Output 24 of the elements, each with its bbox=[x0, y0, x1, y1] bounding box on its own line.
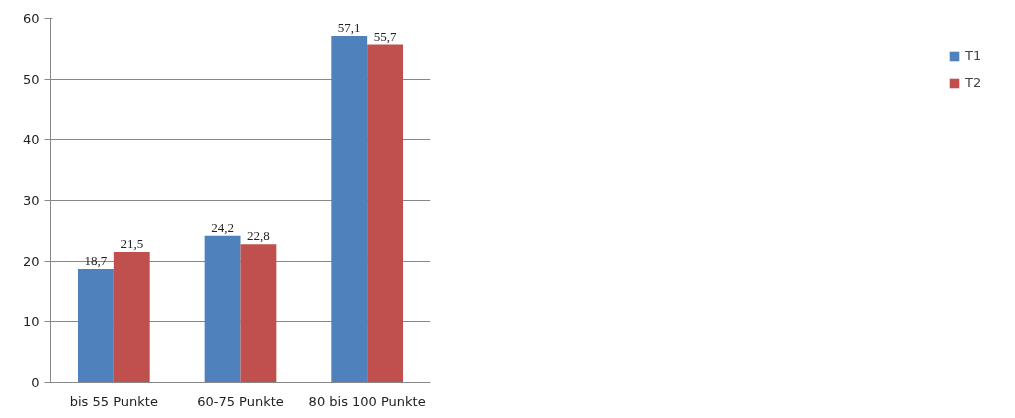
y-tick-label: 30 bbox=[22, 193, 40, 208]
bar bbox=[367, 44, 404, 383]
y-tick-label: 10 bbox=[22, 314, 40, 330]
y-tick-label: 0 bbox=[31, 375, 40, 390]
legend-label: T1 bbox=[965, 48, 983, 63]
bar bbox=[77, 269, 114, 383]
y-tick-label: 20 bbox=[22, 253, 40, 269]
x-tick-label: bis 55 Punkte bbox=[69, 393, 158, 409]
bar bbox=[331, 36, 368, 383]
data-label: 57,1 bbox=[337, 20, 361, 36]
legend-label: T2 bbox=[965, 75, 983, 90]
y-tick-label: 40 bbox=[22, 132, 40, 148]
data-label: 55,7 bbox=[373, 28, 397, 44]
data-label: 18,7 bbox=[84, 253, 108, 269]
x-tick-label: 60-75 Punkte bbox=[197, 393, 284, 409]
data-label: 22,8 bbox=[247, 228, 270, 244]
y-tick-label: 50 bbox=[22, 71, 40, 87]
data-label: 21,5 bbox=[120, 236, 144, 252]
bar bbox=[113, 252, 150, 383]
bar bbox=[204, 235, 241, 383]
data-label: 24,2 bbox=[211, 219, 234, 235]
y-tick-label: 60 bbox=[22, 11, 40, 26]
x-tick-label: 80 bis 100 Punkte bbox=[308, 393, 426, 409]
bar bbox=[240, 244, 277, 383]
